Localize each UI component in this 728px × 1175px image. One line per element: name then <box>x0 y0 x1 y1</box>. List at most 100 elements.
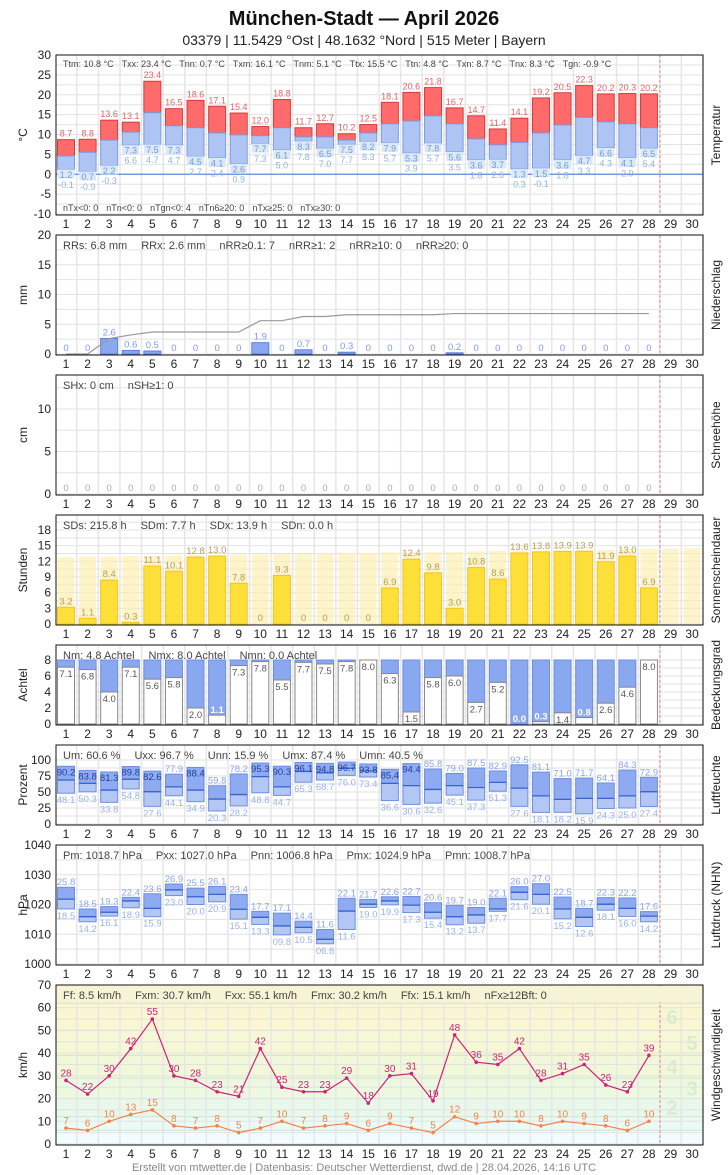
sunshine-label: 9.8 <box>426 562 439 573</box>
sunshine-bar <box>618 555 637 625</box>
stat-text: Tnn: 0.7 °C <box>179 59 225 69</box>
tmin-label-bg <box>143 144 161 154</box>
upper-range-bar <box>186 887 205 898</box>
precip-bar <box>251 342 270 355</box>
possible-sunshine-bar <box>316 553 334 624</box>
clear-sky-bar <box>186 707 205 725</box>
gust-wind-point <box>474 1060 479 1065</box>
x-tick-label-day: 30 <box>685 1147 699 1161</box>
x-tick-label-day: 4 <box>127 827 134 841</box>
stat-text: nRR≥0.1: 7 <box>219 240 275 252</box>
max-label: 72.9 <box>640 767 659 778</box>
tmin-label-bg <box>359 141 377 151</box>
y-axis-label: mm <box>16 285 30 305</box>
cloud-label: 8.0 <box>362 662 375 673</box>
upper-range-bar <box>618 897 637 909</box>
tmin-label: 8.3 <box>297 142 310 152</box>
x-tick-label-day: 7 <box>192 827 199 841</box>
tmin-label-bg <box>294 141 312 151</box>
tmax-bar <box>510 117 529 143</box>
mean-wind-point <box>431 1130 435 1135</box>
tgmin-label: 7.0 <box>319 159 332 169</box>
tmax-label: 20.5 <box>554 82 572 92</box>
y-tick-label: 50 <box>38 1023 52 1037</box>
x-tick-label-day: 2 <box>84 727 91 741</box>
mean-wind-point <box>647 1119 651 1124</box>
x-tick-label-day: 18 <box>426 967 440 981</box>
x-tick-label-day: 15 <box>362 1147 376 1161</box>
stat-text: SDs: 215.8 h <box>63 520 127 532</box>
min-label: 16.0 <box>618 918 637 929</box>
gust-wind-point <box>496 1062 500 1067</box>
x-tick-label-day: 20 <box>470 967 484 981</box>
cloud-label: 4.6 <box>621 689 634 700</box>
mean-wind-label: 10 <box>514 1109 526 1120</box>
y-tick-label: 6 <box>44 669 51 683</box>
tmax-bar <box>467 115 486 140</box>
mean-wind-label: 6 <box>625 1118 631 1129</box>
tmin-bar <box>359 132 378 143</box>
y-axis-label: Achtel <box>16 668 30 701</box>
tgmin-label: 4.3 <box>599 159 612 169</box>
tmax-bar <box>639 93 658 129</box>
stat-text: Ffx: 15.1 km/h <box>401 990 471 1002</box>
snow-label: 0 <box>128 483 133 494</box>
precip-label: 0 <box>214 343 219 354</box>
precip-label: 0 <box>646 343 651 354</box>
upper-range-bar <box>575 907 594 918</box>
mean-wind-point <box>582 1121 586 1126</box>
y-tick-label: 8 <box>44 653 51 667</box>
tmax-bar <box>445 107 464 125</box>
max-label: 22.1 <box>489 888 508 899</box>
x-tick-label-day: 9 <box>235 217 242 231</box>
tgmin-label: 3.9 <box>405 164 418 174</box>
tmin-label: 1.2 <box>60 170 73 180</box>
lower-range-bar <box>424 911 443 919</box>
tmax-label: 20.2 <box>597 83 615 93</box>
lower-range-bar <box>164 889 183 897</box>
gust-wind-point <box>582 1062 586 1067</box>
precip-label: 0.2 <box>448 342 461 353</box>
x-tick-label-day: 14 <box>340 1147 354 1161</box>
stat-text: Tgn: -0.9 °C <box>563 59 612 69</box>
x-tick-label-day: 17 <box>405 217 419 231</box>
y-tick-label: 0 <box>44 717 51 731</box>
mean-wind-point <box>172 1124 176 1128</box>
mean-wind-point <box>150 1108 155 1112</box>
x-tick-label-day: 29 <box>664 357 678 371</box>
sunshine-bar <box>78 617 97 625</box>
x-tick-label-day: 12 <box>297 357 311 371</box>
stat-text: nRR≥10: 0 <box>349 240 402 252</box>
snow-label: 0 <box>214 483 219 494</box>
min-label: 21.6 <box>510 902 529 913</box>
max-label: 59.8 <box>208 776 227 787</box>
tmin-bar <box>208 132 227 159</box>
x-tick-label-day: 22 <box>513 967 527 981</box>
tgmin-label: 5.4 <box>643 159 656 169</box>
tmax-bar <box>575 85 594 118</box>
tmin-label: 6.6 <box>599 149 612 159</box>
upper-range-bar <box>57 886 75 900</box>
x-tick-label-day: 16 <box>383 217 397 231</box>
snow-label: 0 <box>452 483 457 494</box>
mean-wind-label: 8 <box>538 1114 544 1125</box>
x-tick-label-day: 23 <box>534 967 548 981</box>
stat-text: nFx≥12Bft: 0 <box>485 990 547 1002</box>
x-tick-label-day: 22 <box>513 357 527 371</box>
cloud-label: 0.8 <box>578 708 591 719</box>
min-label: 24.3 <box>597 810 616 821</box>
x-tick-label-day: 10 <box>254 357 268 371</box>
sunshine-bar <box>445 607 464 625</box>
max-label: 19.7 <box>445 895 464 906</box>
possible-sunshine-bar <box>338 552 356 624</box>
x-tick-label-day: 17 <box>405 967 419 981</box>
tmax-label: 20.3 <box>619 83 637 93</box>
tmin-label: 7.3 <box>125 146 138 156</box>
cloud-label: 6.0 <box>448 678 461 689</box>
mean-wind-point <box>388 1121 392 1126</box>
precip-label: 0 <box>538 343 543 354</box>
lower-range-bar <box>510 891 529 901</box>
tmin-label-bg <box>381 142 399 152</box>
tmin-label: 3.6 <box>470 160 483 170</box>
